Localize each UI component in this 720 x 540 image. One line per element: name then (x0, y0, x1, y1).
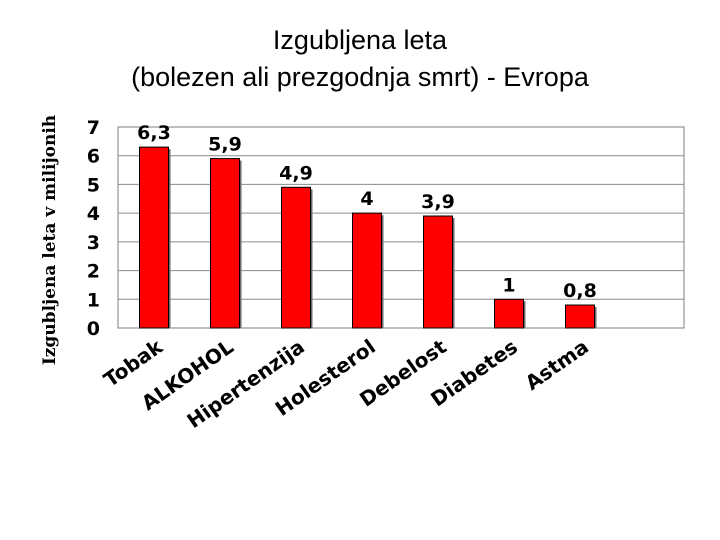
y-tick-label: 4 (87, 203, 100, 225)
bar (352, 212, 382, 329)
y-tick-label: 6 (87, 146, 100, 168)
y-tick-label: 2 (87, 261, 100, 283)
y-axis-label: Izgubljena leta v milijonih (40, 115, 60, 365)
chart-title-line1: Izgubljena leta (272, 25, 448, 55)
category-label: Astma (521, 334, 593, 395)
data-label: 1 (502, 274, 515, 296)
bar (565, 304, 595, 329)
data-label: 6,3 (137, 122, 171, 144)
category-labels: TobakALKOHOLHipertenzijaHolesterolDebelo… (99, 334, 593, 433)
data-labels: 6,3 5,9 4,9 4 3,9 1 0,8 (137, 122, 597, 302)
data-label: 5,9 (208, 134, 242, 156)
y-tick-label: 0 (87, 318, 100, 340)
data-label: 3,9 (421, 191, 455, 213)
y-tick-label: 5 (87, 174, 100, 196)
y-tick-label: 3 (87, 232, 100, 254)
bars (139, 146, 597, 329)
chart-title: Izgubljena leta (bolezen ali prezgodnja … (0, 22, 720, 96)
bar (494, 298, 524, 329)
y-tick-label: 7 (87, 117, 100, 139)
data-label: 0,8 (563, 280, 597, 302)
bar (423, 215, 453, 329)
data-label: 4,9 (279, 162, 313, 184)
data-label: 4 (360, 188, 373, 210)
bar (210, 158, 240, 329)
chart-title-line2: (bolezen ali prezgodnja smrt) - Evropa (131, 62, 589, 92)
bar (281, 186, 311, 329)
y-tick-label: 1 (87, 289, 100, 311)
y-axis-ticks: 0 1 2 3 4 5 6 7 (87, 117, 100, 340)
bar (139, 146, 169, 329)
plot-area (117, 126, 685, 329)
